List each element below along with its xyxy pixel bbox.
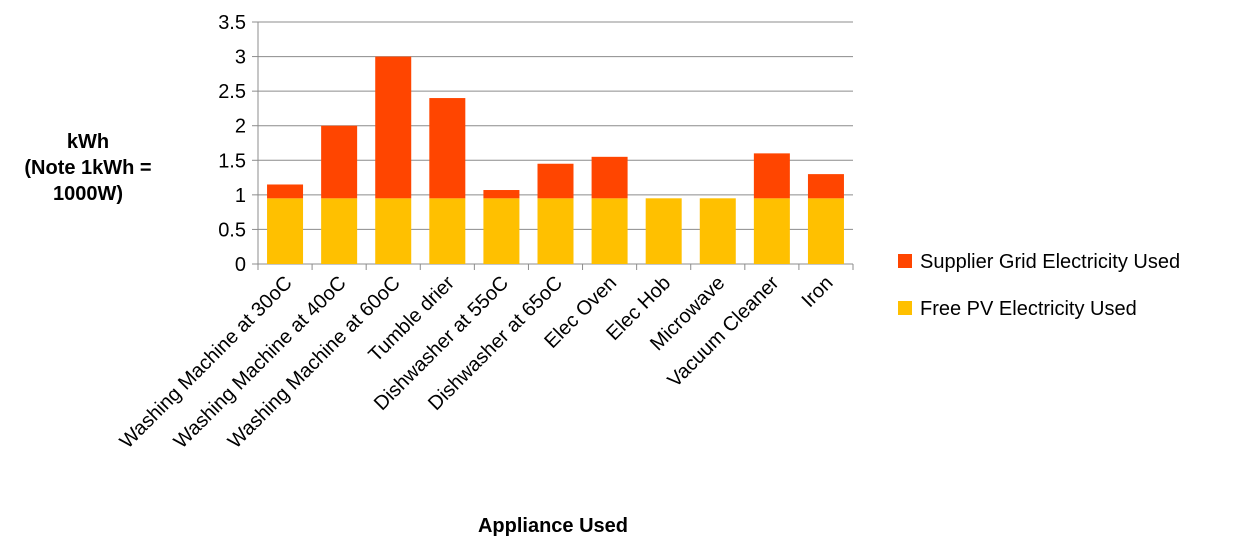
legend: Supplier Grid Electricity Used Free PV El… — [898, 251, 1180, 320]
y-tick-label: 2.5 — [218, 81, 246, 103]
y-axis-title: (Note 1kWh = — [24, 157, 151, 179]
y-tick-label: 2 — [235, 116, 246, 138]
bar-supplier-grid-electricity-used — [753, 153, 790, 199]
bar-free-pv-electricity-used — [807, 198, 844, 264]
bar-supplier-grid-electricity-used — [375, 56, 412, 199]
bar-supplier-grid-electricity-used — [267, 184, 304, 199]
y-axis-title: kWh — [67, 131, 109, 153]
legend-swatch — [898, 254, 912, 268]
bar-supplier-grid-electricity-used — [429, 98, 466, 199]
y-tick-label: 0 — [235, 254, 246, 276]
bar-free-pv-electricity-used — [483, 198, 520, 264]
bar-free-pv-electricity-used — [537, 198, 574, 264]
bar-supplier-grid-electricity-used — [483, 190, 520, 199]
y-tick-label: 1.5 — [218, 150, 246, 172]
y-tick-label: 0.5 — [218, 219, 246, 241]
bar-free-pv-electricity-used — [753, 198, 790, 264]
bars — [267, 56, 844, 264]
y-tick-label: 3.5 — [218, 12, 246, 34]
bar-free-pv-electricity-used — [645, 198, 682, 264]
y-tick-label: 1 — [235, 185, 246, 207]
legend-swatch — [898, 301, 912, 315]
bar-free-pv-electricity-used — [267, 198, 304, 264]
bar-free-pv-electricity-used — [321, 198, 358, 264]
legend-label: Supplier Grid Electricity Used — [920, 251, 1180, 273]
bar-supplier-grid-electricity-used — [591, 156, 628, 199]
y-tick-label: 3 — [235, 47, 246, 69]
x-axis-title: Appliance Used — [478, 515, 628, 537]
bar-free-pv-electricity-used — [375, 198, 412, 264]
x-category-label: Iron — [798, 272, 838, 312]
bar-supplier-grid-electricity-used — [321, 125, 358, 199]
bar-free-pv-electricity-used — [591, 198, 628, 264]
bar-free-pv-electricity-used — [699, 198, 736, 264]
bar-free-pv-electricity-used — [429, 198, 466, 264]
gridlines — [258, 21, 853, 230]
legend-label: Free PV Electricity Used — [920, 298, 1137, 320]
y-axis-title: 1000W) — [53, 183, 123, 205]
bar-supplier-grid-electricity-used — [807, 174, 844, 199]
bar-supplier-grid-electricity-used — [537, 163, 574, 199]
